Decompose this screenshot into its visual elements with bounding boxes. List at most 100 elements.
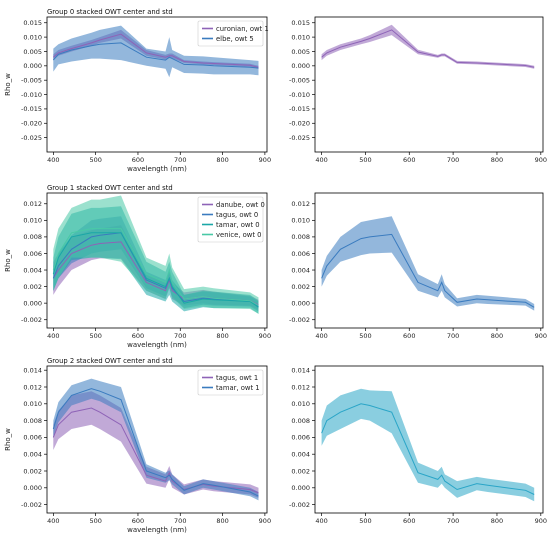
g2-combined-frame: [314, 365, 544, 514]
g2-combined-ytick-label: 0.008: [291, 417, 310, 425]
g1-combined-xtick-label: 500: [359, 332, 371, 340]
g1-stacked-ylabel: Rho_w: [4, 249, 12, 272]
g1-stacked-line-3: [52, 228, 259, 307]
g1-combined-ytick-label: 0.010: [291, 217, 310, 225]
g1-combined-ytick-label: -0.002: [289, 316, 310, 324]
g2-combined-ytick-label: 0.004: [291, 451, 310, 459]
g0-stacked-legend-box: [197, 20, 264, 47]
g1-combined-panel: 400 500 600 700 800 900 -0.002 0.000 0.002 0.004 0…: [289, 192, 547, 340]
g2-stacked-legend-label: tamar, owt 1: [216, 384, 260, 392]
g0-stacked-ytick-label: 0.010: [23, 33, 42, 41]
g1-combined-xtick-label: 700: [447, 332, 459, 340]
g1-combined-ytick-label: 0.008: [291, 233, 310, 241]
g0-combined-ytick-label: 0.005: [291, 48, 310, 56]
g1-stacked-ytick-label: -0.002: [21, 316, 42, 324]
g0-combined-xtick-label: 700: [447, 156, 459, 164]
g2-stacked-ytick-label: 0.008: [23, 417, 42, 425]
g2-stacked-line-1: [52, 388, 259, 497]
g0-stacked-xtick-label: 500: [89, 156, 101, 164]
g0-stacked-ytick-label: 0.000: [23, 62, 42, 70]
g0-combined-xtick-label: 500: [359, 156, 371, 164]
g1-stacked-legend-label: venice, owt 0: [216, 231, 262, 239]
g2-stacked-xtick-label: 500: [89, 517, 101, 525]
g0-combined-xtick-label: 800: [491, 156, 503, 164]
g1-combined-xtick-label: 600: [403, 332, 415, 340]
g0-combined-ytick-label: -0.005: [289, 76, 310, 84]
g2-stacked-ylabel: Rho_w: [4, 428, 12, 451]
g1-stacked-xtick-label: 800: [216, 332, 228, 340]
g0-stacked-ytick-label: -0.020: [21, 120, 42, 128]
g2-stacked-ytick-label: 0.006: [23, 434, 42, 442]
g0-stacked-ylabel: Rho_w: [4, 73, 12, 96]
g1-stacked-xlabel: wavelength (nm): [127, 341, 187, 349]
g0-stacked-ytick-label: 0.005: [23, 48, 42, 56]
g0-combined-frame: [314, 16, 544, 153]
g2-combined-ytick-label: -0.002: [289, 501, 310, 509]
g2-stacked-xtick-label: 800: [216, 517, 228, 525]
g0-stacked-xlabel: wavelength (nm): [127, 165, 187, 173]
g0-stacked-title: Group 0 stacked OWT center and std: [47, 8, 173, 16]
g0-stacked-xtick-label: 900: [259, 156, 271, 164]
g2-combined-ytick-label: 0.010: [291, 400, 310, 408]
g1-combined-ytick-label: 0.002: [291, 283, 310, 291]
g0-stacked-legend-label: elbe, owt 5: [216, 35, 254, 43]
g2-combined-band-0: [321, 388, 535, 502]
g1-stacked-band-3: [53, 195, 259, 314]
g0-stacked-ytick-label: -0.010: [21, 91, 42, 99]
g1-stacked-line-1: [52, 232, 259, 307]
g1-combined-frame: [314, 192, 544, 329]
g2-stacked-ytick-label: -0.002: [21, 501, 42, 509]
g2-stacked-xtick-label: 600: [132, 517, 144, 525]
g2-combined-ytick-label: 0.014: [291, 367, 310, 375]
g0-stacked-ytick-label: -0.015: [21, 105, 42, 113]
g2-combined-line-0: [321, 403, 535, 495]
g1-stacked-title: Group 1 stacked OWT center and std: [47, 184, 173, 192]
g1-stacked-ytick-label: 0.010: [23, 217, 42, 225]
g1-stacked-xtick-label: 700: [174, 332, 186, 340]
g2-combined-ytick-label: 0.000: [291, 484, 310, 492]
g2-stacked-panel: 400 500 600 700 800 900 -0.002 0.000 0.002 0.004 0…: [4, 357, 271, 534]
g2-stacked-legend: tagus, owt 1 tamar, owt 1: [197, 369, 264, 396]
g1-stacked-legend: danube, owt 0 tagus, owt 0 tamar, owt 0 ven…: [197, 196, 265, 243]
g1-combined-ytick-label: 0.006: [291, 250, 310, 258]
g1-combined-xtick-label: 800: [491, 332, 503, 340]
g1-stacked-frame: [46, 192, 268, 329]
g0-stacked-line-1: [52, 42, 259, 69]
g2-combined-xtick-label: 900: [535, 517, 547, 525]
g1-stacked-xtick-label: 500: [89, 332, 101, 340]
g0-stacked-ytick-label: 0.015: [23, 19, 42, 27]
g2-combined-xtick-label: 500: [359, 517, 371, 525]
g0-combined-panel: 400 500 600 700 800 900 -0.025 -0.020 -0.015 -0.0…: [289, 16, 547, 164]
g1-combined-line-0: [321, 233, 535, 308]
g0-combined-band-0: [321, 24, 535, 69]
g2-stacked-ytick-label: 0.012: [23, 383, 42, 391]
g2-stacked-title: Group 2 stacked OWT center and std: [47, 357, 173, 365]
g1-stacked-panel: 400 500 600 700 800 900 -0.002 0.000 0.002 0.004 0…: [4, 184, 271, 349]
g0-stacked-ytick-label: -0.025: [21, 134, 42, 142]
g2-stacked-band-0: [53, 391, 259, 498]
g1-combined-ytick-label: 0.000: [291, 299, 310, 307]
g1-stacked-ytick-label: 0.006: [23, 250, 42, 258]
g1-stacked-line-2: [52, 232, 259, 308]
g2-stacked-ytick-label: 0.014: [23, 367, 42, 375]
g0-stacked-xtick-label: 600: [132, 156, 144, 164]
g1-stacked-ytick-label: 0.004: [23, 266, 42, 274]
g2-stacked-ytick-label: 0.000: [23, 484, 42, 492]
g0-combined-ytick-label: -0.020: [289, 120, 310, 128]
g0-combined-ytick-label: 0.000: [291, 62, 310, 70]
g2-stacked-xtick-label: 900: [259, 517, 271, 525]
g1-stacked-ytick-label: 0.002: [23, 283, 42, 291]
g0-stacked-ytick-label: -0.005: [21, 76, 42, 84]
g2-stacked-xtick-label: 400: [47, 517, 59, 525]
g2-combined-xtick-label: 600: [403, 517, 415, 525]
g1-stacked-legend-box: [197, 196, 264, 243]
g2-stacked-line-0: [52, 407, 259, 494]
g0-combined-ytick-label: -0.010: [289, 91, 310, 99]
g0-combined-ytick-label: 0.015: [291, 19, 310, 27]
g0-combined-ytick-label: -0.015: [289, 105, 310, 113]
g1-combined-ytick-label: 0.004: [291, 266, 310, 274]
g1-stacked-xtick-label: 400: [47, 332, 59, 340]
g1-stacked-ytick-label: 0.000: [23, 299, 42, 307]
g0-stacked-xtick-label: 800: [216, 156, 228, 164]
